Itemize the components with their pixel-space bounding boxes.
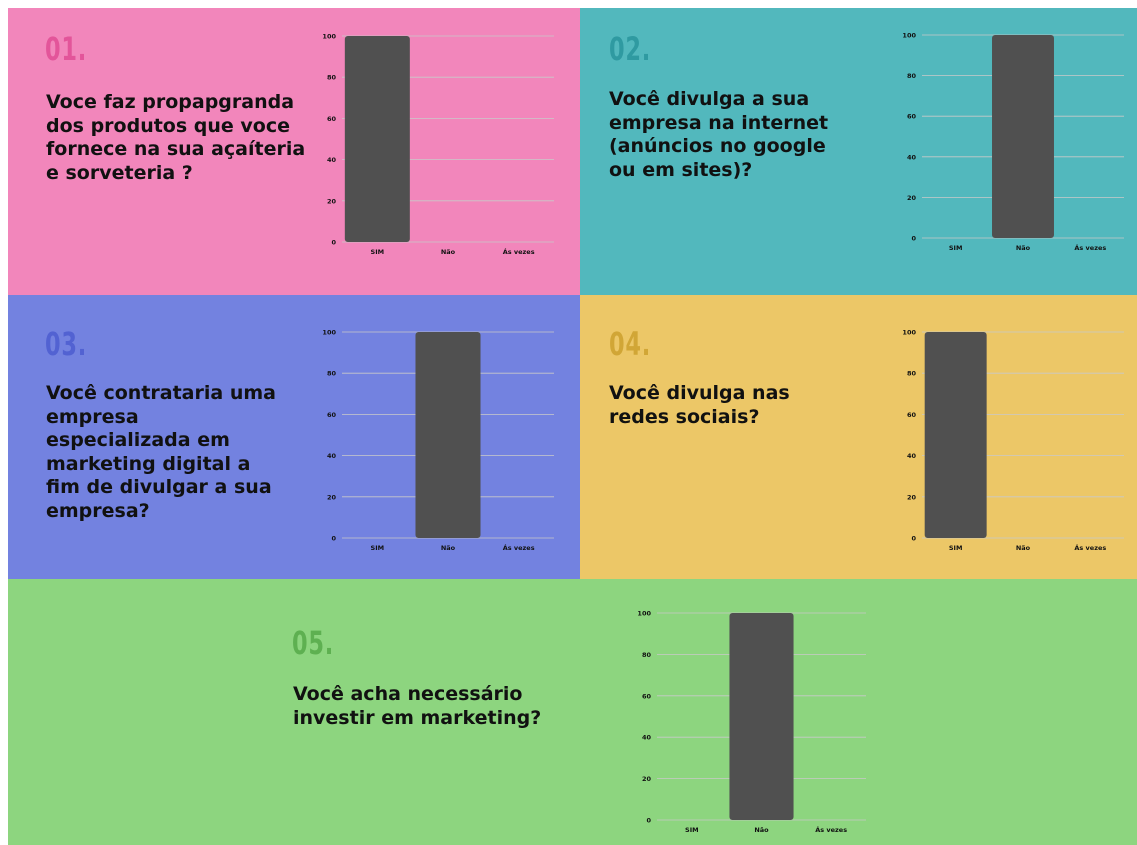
question-line: Você divulga nas: [609, 382, 790, 404]
bar: [924, 332, 987, 538]
question-text: Você divulga a sua empresa na internet (…: [609, 88, 828, 182]
question-text: Voce faz propapgranda dos produtos que v…: [46, 91, 305, 185]
y-tick-label: 80: [327, 74, 337, 82]
y-tick-label: 80: [642, 651, 652, 659]
question-line: empresa: [46, 405, 139, 428]
y-tick-label: 60: [327, 115, 337, 123]
question-line: marketing digital a: [46, 452, 251, 475]
y-tick-label: 40: [907, 452, 917, 460]
y-tick-label: 60: [907, 411, 917, 419]
question-line: fornece na sua açaíteria: [46, 138, 306, 160]
y-tick-label: 0: [331, 535, 336, 543]
y-tick-label: 40: [327, 156, 337, 164]
y-tick-label: 100: [637, 610, 651, 618]
bar: [344, 36, 410, 242]
y-tick-label: 60: [327, 411, 337, 419]
bar: [415, 332, 481, 538]
question-number: 05.: [292, 624, 335, 662]
x-category-label: Ás vezes: [1074, 543, 1106, 552]
y-tick-label: 80: [327, 370, 337, 378]
y-tick-label: 20: [327, 197, 337, 205]
bar-chart: 0 20 40 60 80 100 SIM Não Ás vezes: [902, 32, 1124, 252]
y-tick-label: 100: [322, 329, 336, 337]
bar-chart: 0 20 40 60 80 100 SIM Não Ás vezes: [902, 329, 1124, 552]
y-tick-label: 20: [907, 493, 917, 501]
x-category-label: SIM: [371, 248, 385, 256]
question-line: Você acha necessário: [293, 683, 523, 705]
question-line: (anúncios no google: [609, 135, 826, 157]
y-tick-label: 100: [322, 33, 336, 41]
y-tick-label: 60: [642, 692, 652, 700]
y-tick-label: 80: [907, 370, 917, 378]
bar-chart: 0 20 40 60 80 100 SIM Não Ás vezes: [322, 33, 554, 256]
bar-chart: 0 20 40 60 80 100 SIM Não Ás vezes: [637, 610, 866, 834]
bar-chart: 0 20 40 60 80 100 SIM Não Ás vezes: [322, 329, 554, 552]
x-category-label: Não: [754, 826, 769, 834]
question-number: 03.: [45, 325, 88, 363]
question-text: Você contrataria uma empresa especializa…: [46, 382, 276, 523]
x-category-label: Ás vezes: [503, 543, 535, 552]
question-line: Você divulga a sua: [609, 88, 810, 110]
x-category-label: Não: [1016, 544, 1031, 552]
bar: [729, 613, 794, 820]
y-tick-label: 0: [646, 817, 651, 825]
x-category-label: Ás vezes: [503, 247, 535, 256]
y-tick-label: 100: [902, 329, 916, 337]
panel-question-5: 05. Você acha necessário investir em mar…: [8, 579, 1137, 845]
x-category-label: SIM: [949, 544, 963, 552]
question-line: e sorveteria ?: [46, 161, 193, 184]
question-line: dos produtos que voce: [46, 114, 291, 137]
y-tick-label: 20: [907, 194, 917, 202]
y-tick-label: 80: [907, 72, 917, 80]
panel-question-2: 02. Você divulga a sua empresa na intern…: [580, 8, 1137, 295]
y-tick-label: 40: [327, 452, 337, 460]
panel-question-1: 01. Voce faz propapgranda dos produtos q…: [8, 8, 580, 295]
x-category-label: SIM: [371, 544, 385, 552]
x-category-label: SIM: [685, 826, 699, 834]
y-tick-label: 40: [642, 734, 652, 742]
question-line: Você contrataria uma: [46, 382, 276, 404]
panel-question-3: 03. Você contrataria uma empresa especia…: [8, 295, 580, 579]
y-tick-label: 20: [642, 775, 652, 783]
x-category-label: Não: [1016, 244, 1031, 252]
question-line: empresa na internet: [609, 111, 829, 134]
x-category-label: Não: [441, 248, 456, 256]
y-tick-label: 0: [331, 239, 336, 247]
question-line: investir em marketing?: [293, 706, 542, 729]
x-category-label: Ás vezes: [815, 825, 847, 834]
y-tick-label: 100: [902, 32, 916, 40]
question-text: Você divulga nas redes sociais?: [609, 382, 790, 429]
panel-question-4: 04. Você divulga nas redes sociais? 0 20 4…: [580, 295, 1137, 579]
x-category-label: Ás vezes: [1074, 243, 1106, 252]
y-tick-label: 0: [911, 235, 916, 243]
y-tick-label: 20: [327, 493, 337, 501]
x-category-label: SIM: [949, 244, 963, 252]
question-line: empresa?: [46, 499, 150, 522]
question-line: fim de divulgar a sua: [46, 476, 272, 498]
question-line: ou em sites)?: [609, 158, 753, 181]
question-number: 01.: [45, 30, 88, 68]
y-tick-label: 60: [907, 113, 917, 121]
bar: [992, 35, 1054, 238]
y-tick-label: 0: [911, 535, 916, 543]
question-number: 02.: [609, 30, 652, 68]
question-text: Você acha necessário investir em marketi…: [293, 683, 541, 730]
question-number: 04.: [609, 325, 652, 363]
y-tick-label: 40: [907, 153, 917, 161]
question-line: especializada em: [46, 429, 230, 451]
question-line: Voce faz propapgranda: [46, 91, 295, 113]
x-category-label: Não: [441, 544, 456, 552]
question-line: redes sociais?: [609, 405, 760, 428]
